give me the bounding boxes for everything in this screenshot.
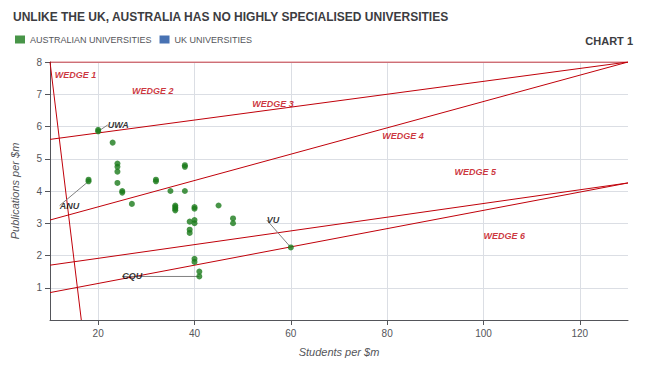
svg-text:WEDGE 3: WEDGE 3 — [252, 99, 294, 109]
svg-text:WEDGE 5: WEDGE 5 — [455, 167, 498, 177]
svg-text:6: 6 — [36, 121, 42, 132]
svg-text:60: 60 — [285, 328, 297, 339]
svg-text:2: 2 — [36, 250, 42, 261]
svg-text:8: 8 — [36, 57, 42, 68]
svg-text:ANU: ANU — [59, 201, 80, 211]
svg-text:1: 1 — [36, 282, 42, 293]
svg-text:3: 3 — [36, 218, 42, 229]
svg-text:CHART 1: CHART 1 — [585, 35, 633, 47]
svg-text:WEDGE 2: WEDGE 2 — [132, 86, 174, 96]
svg-text:VU: VU — [267, 215, 280, 225]
svg-text:80: 80 — [382, 328, 394, 339]
svg-text:UK UNIVERSITIES: UK UNIVERSITIES — [175, 35, 253, 45]
svg-text:100: 100 — [475, 328, 492, 339]
svg-text:CQU: CQU — [122, 271, 143, 281]
svg-text:WEDGE 1: WEDGE 1 — [55, 70, 97, 80]
svg-text:Publications per $m: Publications per $m — [9, 143, 21, 240]
svg-text:Students per $m: Students per $m — [299, 346, 380, 358]
svg-text:20: 20 — [93, 328, 105, 339]
svg-text:4: 4 — [36, 186, 42, 197]
svg-text:7: 7 — [36, 89, 42, 100]
svg-text:WEDGE 6: WEDGE 6 — [484, 231, 527, 241]
svg-text:WEDGE 4: WEDGE 4 — [382, 131, 424, 141]
svg-text:UWA: UWA — [108, 120, 129, 130]
svg-text:5: 5 — [36, 153, 42, 164]
svg-text:120: 120 — [571, 328, 588, 339]
svg-text:UNLIKE THE UK, AUSTRALIA HAS N: UNLIKE THE UK, AUSTRALIA HAS NO HIGHLY S… — [13, 10, 448, 24]
svg-text:40: 40 — [189, 328, 201, 339]
svg-text:AUSTRALIAN UNIVERSITIES: AUSTRALIAN UNIVERSITIES — [30, 35, 152, 45]
